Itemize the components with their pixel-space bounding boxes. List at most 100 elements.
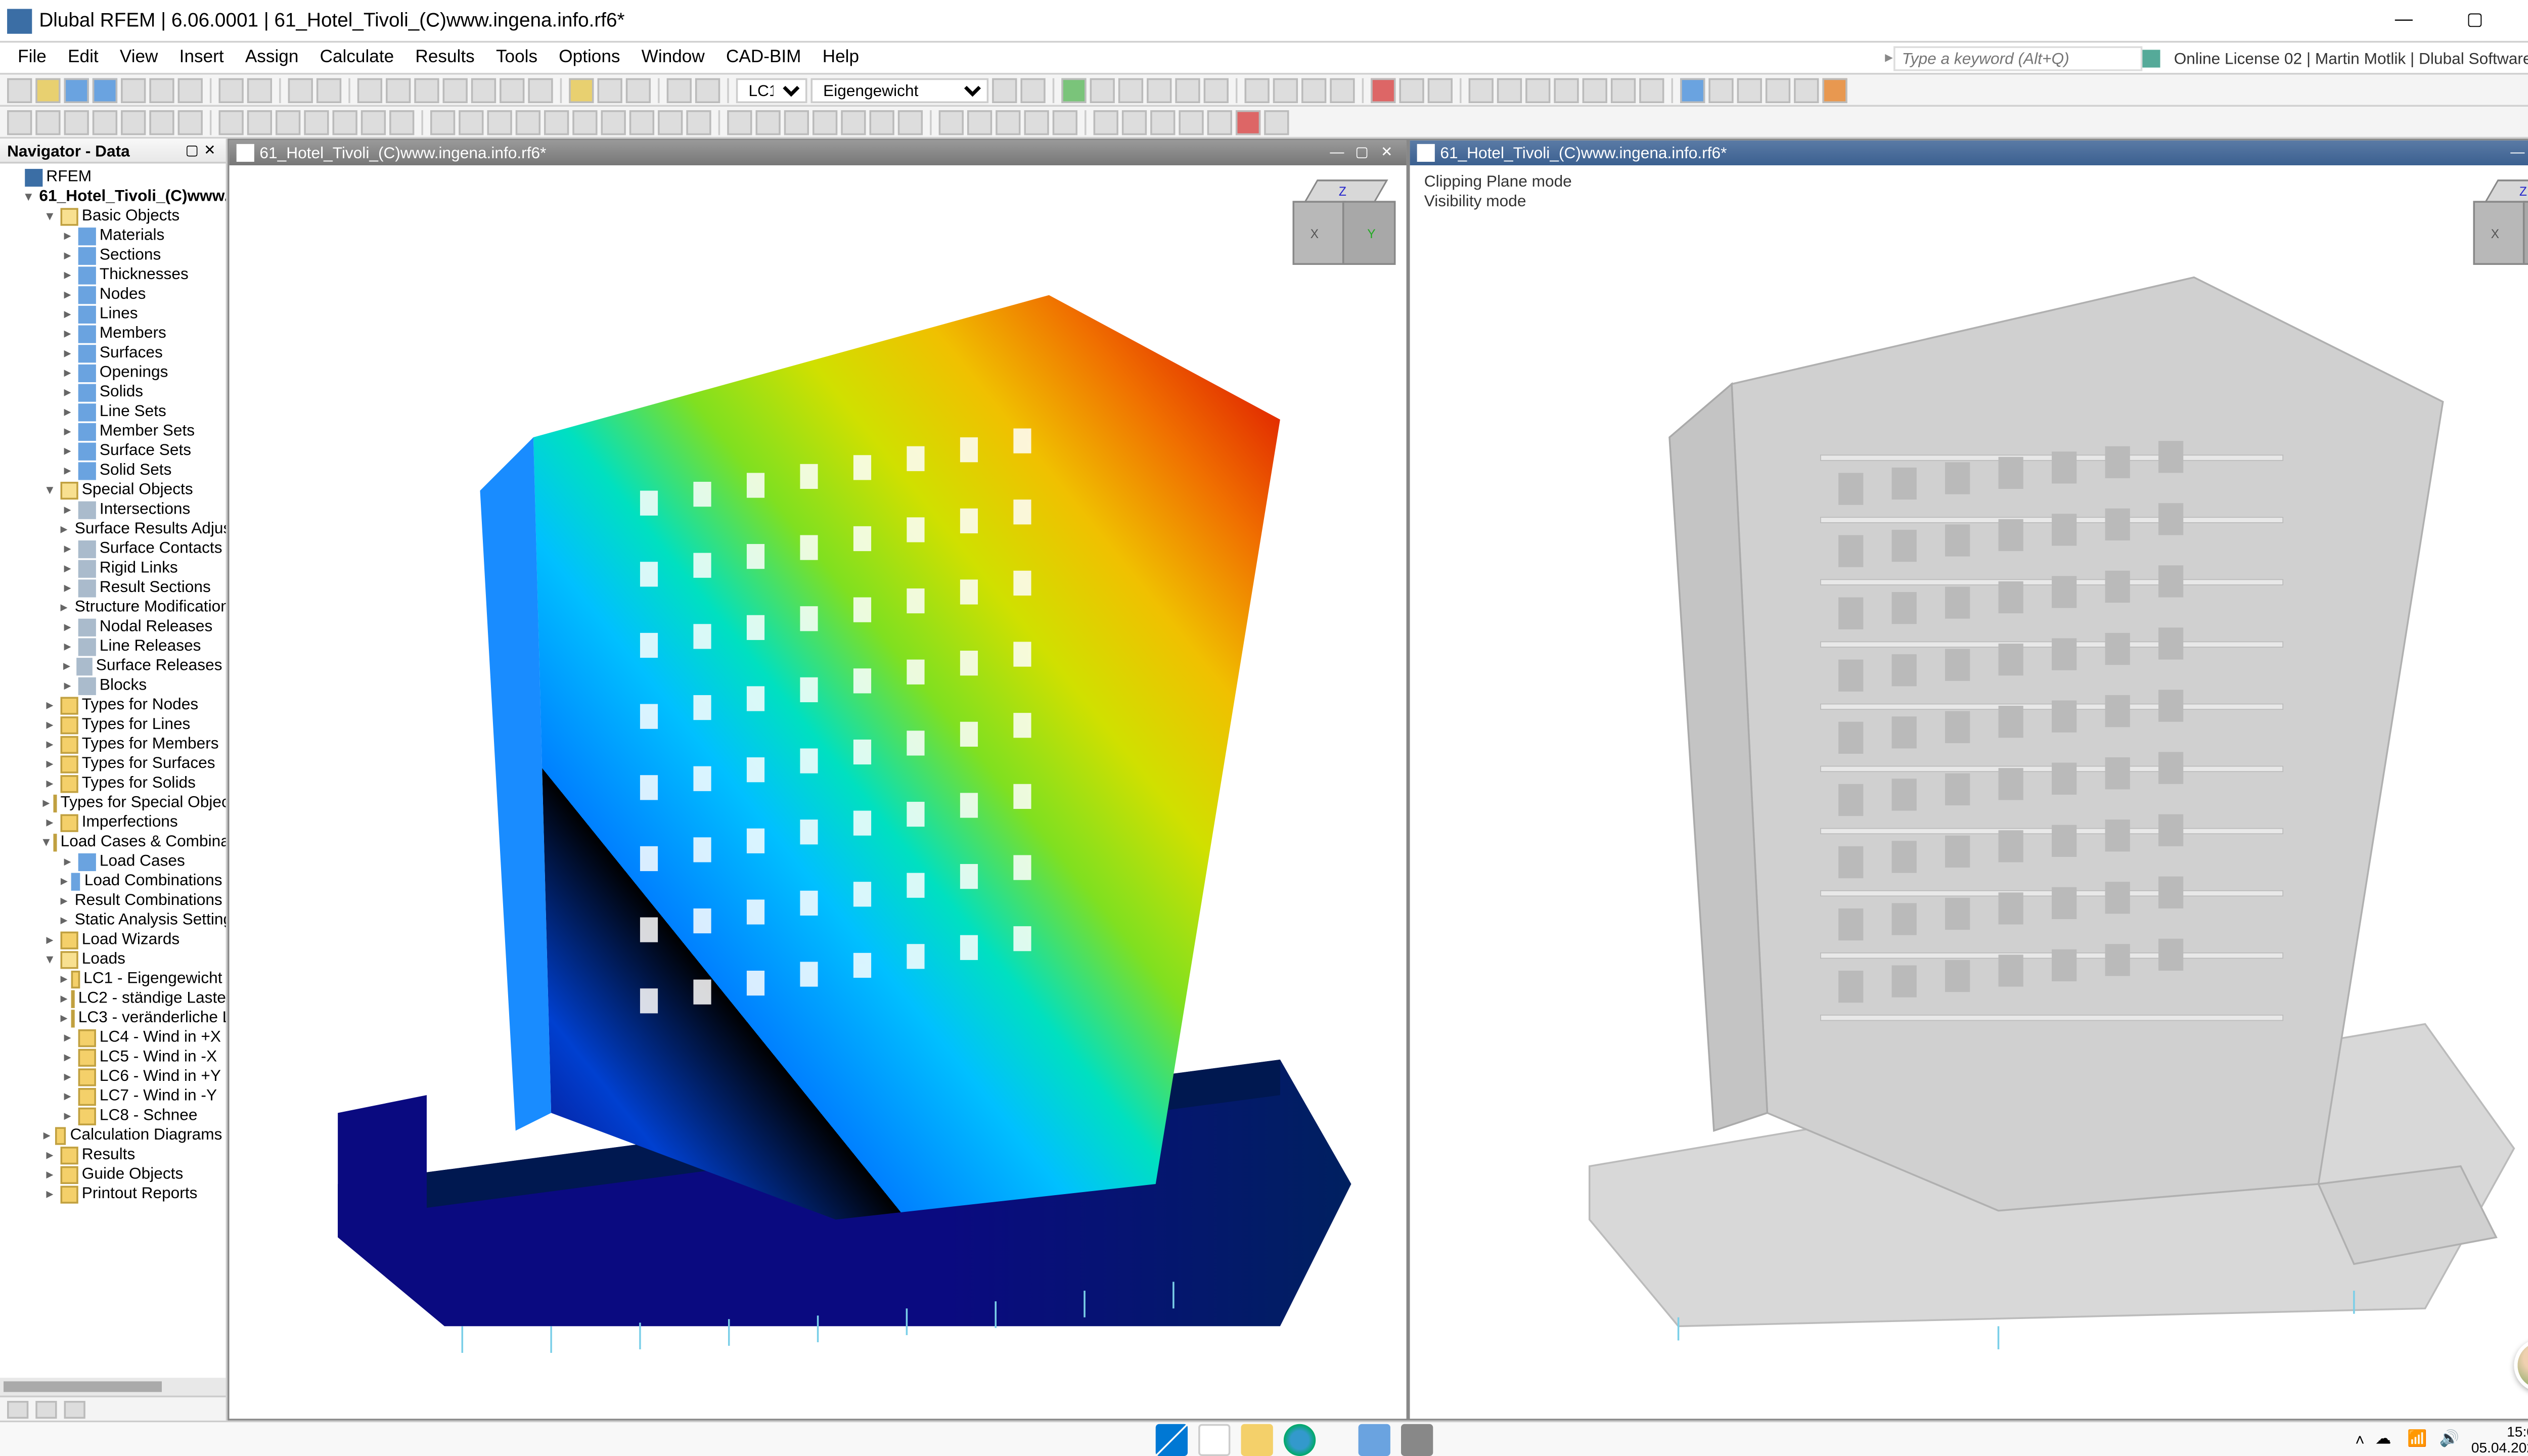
- tree-item[interactable]: ▸Result Combinations: [57, 891, 226, 911]
- tb-btn-47[interactable]: [1766, 77, 1790, 102]
- tb2-20[interactable]: [572, 109, 597, 134]
- tree-item[interactable]: ▸Thicknesses: [57, 265, 226, 285]
- nav-cube-right[interactable]: X Y Z: [2473, 179, 2528, 279]
- tree-item[interactable]: ▸Nodes: [57, 285, 226, 304]
- tb2-3[interactable]: [64, 109, 89, 134]
- tree-item[interactable]: ▸Rigid Links: [57, 558, 226, 578]
- tree-item[interactable]: ▸Result Sections: [57, 578, 226, 598]
- navigator-pin-button[interactable]: ▢: [183, 142, 201, 159]
- menu-window[interactable]: Window: [631, 48, 715, 68]
- tb-btn-25[interactable]: [1090, 77, 1115, 102]
- tb2-9[interactable]: [247, 109, 272, 134]
- nav-foot-1[interactable]: [7, 1400, 28, 1418]
- tb2-12[interactable]: [333, 109, 357, 134]
- tb2-1[interactable]: [7, 109, 32, 134]
- tb-btn-20[interactable]: [667, 77, 692, 102]
- tree-item[interactable]: ▸LC7 - Wind in -Y: [57, 1086, 226, 1106]
- tb2-25[interactable]: [727, 109, 752, 134]
- lc-next-button[interactable]: [1020, 77, 1045, 102]
- tb-btn-21[interactable]: [695, 77, 720, 102]
- tree-item[interactable]: ▸Openings: [57, 362, 226, 382]
- tb-btn-39[interactable]: [1525, 77, 1550, 102]
- tree-item[interactable]: ▸LC2 - ständige Lasten: [57, 988, 226, 1008]
- menu-insert[interactable]: Insert: [169, 48, 235, 68]
- tb2-18[interactable]: [516, 109, 540, 134]
- tb2-11[interactable]: [304, 109, 329, 134]
- tb-btn-6[interactable]: [149, 77, 174, 102]
- tb2-17[interactable]: [487, 109, 512, 134]
- tree-item[interactable]: ▸LC8 - Schnee: [57, 1106, 226, 1125]
- tb2-4[interactable]: [93, 109, 117, 134]
- tree-item[interactable]: ▸Types for Lines: [39, 715, 225, 735]
- tb-btn-16[interactable]: [528, 77, 553, 102]
- tb2-24[interactable]: [686, 109, 711, 134]
- tb2-27[interactable]: [784, 109, 809, 134]
- tb2-14[interactable]: [389, 109, 414, 134]
- tb-btn-29[interactable]: [1204, 77, 1229, 102]
- tb2-8[interactable]: [219, 109, 244, 134]
- view-y-button[interactable]: [414, 77, 439, 102]
- tree-item[interactable]: ▸Static Analysis Settings: [57, 910, 226, 930]
- tb2-30[interactable]: [870, 109, 894, 134]
- tb2-42[interactable]: [1236, 109, 1260, 134]
- menu-results[interactable]: Results: [404, 48, 485, 68]
- tree-item[interactable]: ▸Solids: [57, 382, 226, 402]
- tree-item[interactable]: ▸LC6 - Wind in +Y: [57, 1067, 226, 1086]
- tree-item[interactable]: ▸Types for Members: [39, 734, 225, 754]
- menu-edit[interactable]: Edit: [57, 48, 109, 68]
- open-button[interactable]: [35, 77, 60, 102]
- menu-assign[interactable]: Assign: [235, 48, 309, 68]
- taskbar-app-2[interactable]: [1401, 1423, 1433, 1455]
- tree-item[interactable]: ▸Lines: [57, 304, 226, 324]
- tb-btn-46[interactable]: [1737, 77, 1762, 102]
- tb-btn-31[interactable]: [1273, 77, 1298, 102]
- tb-btn-18[interactable]: [598, 77, 622, 102]
- tree-item[interactable]: ▸LC5 - Wind in -X: [57, 1047, 226, 1067]
- tree-item[interactable]: ▸Types for Nodes: [39, 695, 225, 715]
- tree-item[interactable]: ▸Types for Special Objects: [39, 793, 225, 812]
- undo-button[interactable]: [288, 77, 313, 102]
- menu-view[interactable]: View: [109, 48, 169, 68]
- tree-item[interactable]: ▸Member Sets: [57, 421, 226, 441]
- taskbar-edge[interactable]: [1284, 1423, 1316, 1455]
- tb-btn-8[interactable]: [219, 77, 244, 102]
- tb2-7[interactable]: [178, 109, 203, 134]
- new-button[interactable]: [7, 77, 32, 102]
- tree-item[interactable]: ▸Surface Results Adjustments: [57, 519, 226, 539]
- tb-btn-19[interactable]: [626, 77, 651, 102]
- viewport-left-max[interactable]: ▢: [1349, 144, 1374, 162]
- tree-basic-objects[interactable]: ▾Basic Objects: [39, 206, 225, 226]
- keyword-search[interactable]: [1893, 46, 2142, 70]
- tree-load-wizards[interactable]: ▸Load Wizards: [39, 930, 225, 949]
- tray-clock[interactable]: 15:01 05.04.2024: [2471, 1423, 2528, 1455]
- tree-item[interactable]: ▸Structure Modifications: [57, 598, 226, 617]
- redo-button[interactable]: [317, 77, 341, 102]
- tree-root[interactable]: RFEM: [4, 167, 226, 187]
- tree-item[interactable]: ▸LC3 - veränderliche Lasten: [57, 1008, 226, 1028]
- tree-item[interactable]: ▸Intersections: [57, 499, 226, 519]
- view-z-button[interactable]: [443, 77, 468, 102]
- tree-item[interactable]: ▸LC1 - Eigengewicht: [57, 969, 226, 988]
- tb2-35[interactable]: [1024, 109, 1049, 134]
- tb-btn-36[interactable]: [1428, 77, 1453, 102]
- taskbar-search[interactable]: [1198, 1423, 1230, 1455]
- viewport-left-close[interactable]: ✕: [1374, 144, 1399, 162]
- tb-btn-45[interactable]: [1708, 77, 1733, 102]
- tb2-36[interactable]: [1053, 109, 1077, 134]
- menu-file[interactable]: File: [7, 48, 57, 68]
- view-x-button[interactable]: [386, 77, 411, 102]
- tree-item[interactable]: ▸Printout Reports: [39, 1184, 225, 1204]
- tree-item[interactable]: ▸Nodal Releases: [57, 617, 226, 636]
- tree-item[interactable]: ▸Surface Releases: [57, 656, 226, 676]
- tree-item[interactable]: ▸Surface Contacts: [57, 538, 226, 558]
- tb2-22[interactable]: [629, 109, 654, 134]
- navigator-hscroll[interactable]: [0, 1378, 226, 1395]
- viewport-left-canvas[interactable]: X Y Z: [230, 165, 1407, 1419]
- nav-cube-left[interactable]: X Y Z: [1292, 179, 1392, 279]
- tree-item[interactable]: ▸Sections: [57, 245, 226, 265]
- tb2-39[interactable]: [1150, 109, 1175, 134]
- tree-item[interactable]: ▸Materials: [57, 226, 226, 246]
- minimize-button[interactable]: —: [2368, 3, 2440, 38]
- viewport-right-min[interactable]: —: [2505, 144, 2528, 162]
- tb2-15[interactable]: [430, 109, 455, 134]
